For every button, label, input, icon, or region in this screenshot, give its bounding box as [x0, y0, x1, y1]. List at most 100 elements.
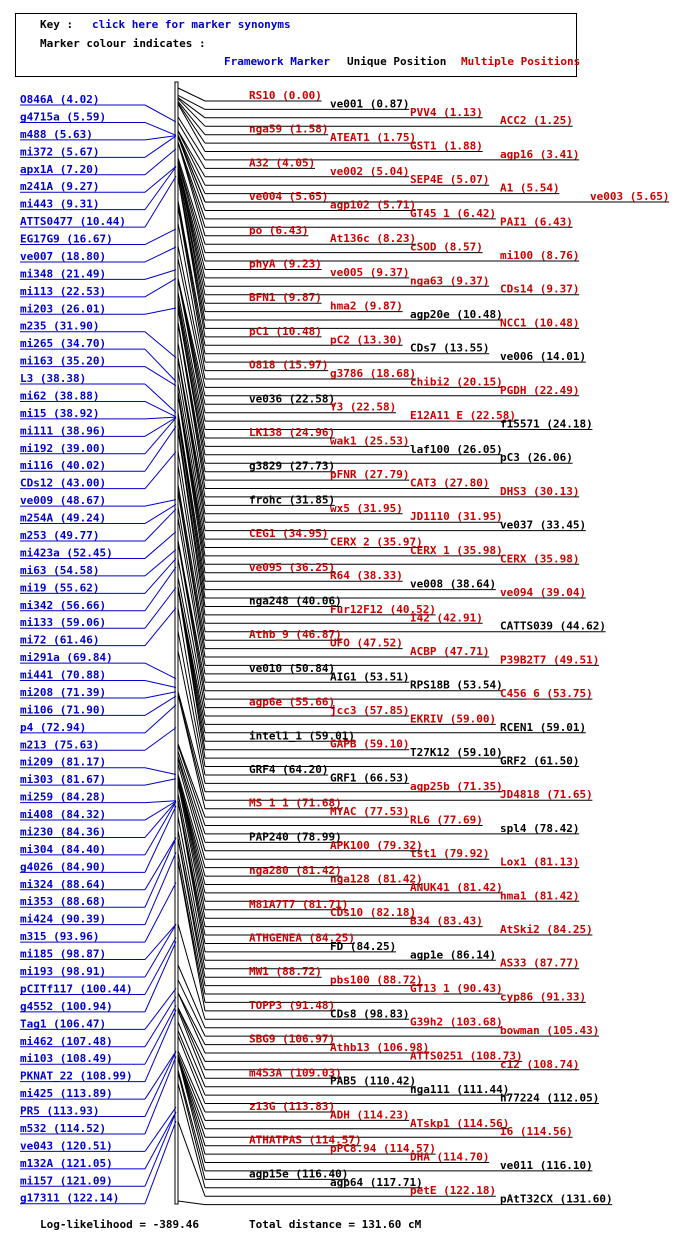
marker-connector [177, 130, 206, 186]
marker-connector [177, 776, 206, 902]
framework-marker-label: PR5 (113.93) [20, 1105, 99, 1118]
framework-marker-connector [144, 566, 177, 612]
framework-marker-label: ATTS0477 (10.44) [20, 215, 126, 228]
marker-connector [177, 558, 206, 708]
framework-marker-connector [144, 1106, 177, 1152]
framework-marker-connector [144, 426, 177, 472]
framework-marker-connector [144, 417, 177, 437]
marker-synonyms-link[interactable]: click here for marker synonyms [92, 18, 291, 31]
framework-marker-label: mi353 (88.68) [20, 895, 106, 908]
marker-label: ve036 (22.58) [249, 392, 335, 405]
marker-label: RPS18B (53.54) [410, 679, 503, 692]
marker-label: pC2 (13.30) [330, 333, 403, 346]
marker-connector [177, 1053, 206, 1121]
framework-marker-label: CDs12 (43.00) [20, 477, 106, 490]
marker-connector [177, 202, 206, 354]
marker-connector [177, 744, 206, 826]
framework-marker-connector [144, 135, 177, 158]
marker-connector [177, 383, 206, 540]
framework-marker-connector [144, 504, 177, 524]
marker-connector [177, 258, 206, 388]
marker-connector [177, 394, 206, 573]
framework-marker-label: mi324 (88.64) [20, 878, 106, 891]
marker-label: O818 (15.97) [249, 359, 328, 372]
marker-connector [177, 793, 206, 927]
marker-label: h77224 (112.05) [500, 1092, 599, 1105]
marker-connector [177, 608, 206, 767]
framework-marker-label: mi408 (84.32) [20, 808, 106, 821]
marker-label: nga59 (1.58) [249, 123, 328, 136]
marker-label: UFO (47.52) [330, 637, 403, 650]
marker-connector [177, 161, 206, 262]
marker-connector [177, 342, 206, 497]
marker-label: GAPB (59.10) [330, 738, 409, 751]
framework-marker-label: p4 (72.94) [20, 721, 86, 734]
marker-label: bowman (105.43) [500, 1024, 599, 1037]
marker-connector [177, 542, 206, 700]
marker-connector [177, 414, 206, 590]
framework-marker-label: m532 (114.52) [20, 1122, 106, 1135]
chromosome-bar [174, 81, 179, 1205]
framework-marker-connector [144, 451, 177, 490]
marker-label: A32 (4.05) [249, 156, 315, 169]
marker-connector [177, 176, 206, 337]
marker-label: frohc (31.85) [249, 493, 335, 506]
framework-marker-connector [144, 176, 177, 228]
marker-connector [177, 816, 206, 961]
marker-connector [177, 1056, 206, 1155]
marker-label: E12A11_E (22.58) [410, 409, 516, 422]
marker-connector [177, 97, 206, 119]
marker-label: nga128 (81.42) [330, 873, 423, 886]
framework-marker-connector [144, 135, 177, 141]
marker-label: ve094 (39.04) [500, 586, 586, 599]
framework-marker-connector [144, 837, 177, 908]
framework-marker-label: mi423a (52.45) [20, 546, 113, 559]
marker-connector [177, 130, 206, 178]
framework-marker-connector [144, 558, 177, 594]
marker-connector [177, 491, 206, 658]
marker-label: pC3 (26.06) [500, 451, 573, 464]
key-box: Key : click here for marker synonyms Mar… [15, 13, 580, 77]
framework-marker-label: mi157 (121.09) [20, 1174, 113, 1187]
framework-marker-label: ve007 (18.80) [20, 250, 106, 263]
framework-marker-label: mi425 (113.89) [20, 1087, 113, 1100]
framework-marker-label: mi111 (38.96) [20, 424, 106, 437]
marker-label: ve004 (5.65) [249, 190, 328, 203]
marker-connector [177, 412, 206, 582]
marker-connector [177, 450, 206, 624]
marker-label: agp15e (116.40) [249, 1167, 348, 1180]
marker-connector [177, 1069, 206, 1172]
marker-label: RCEN1 (59.01) [500, 721, 586, 734]
marker-connector [177, 1035, 206, 1104]
marker-label: R64 (38.33) [330, 569, 403, 582]
marker-connector [177, 136, 206, 211]
marker-connector [177, 292, 206, 430]
marker-connector [177, 691, 206, 792]
marker-connector [177, 323, 206, 489]
marker-connector [177, 782, 206, 919]
marker-label: agp102 (5.71) [330, 199, 416, 212]
marker-label: B34 (83.43) [410, 915, 483, 928]
marker-label: PGDH (22.49) [500, 384, 579, 397]
marker-connector [177, 167, 206, 295]
framework-marker-label: mi230 (84.36) [20, 825, 106, 838]
marker-label: GRF2 (61.50) [500, 755, 579, 768]
legend-unique: Unique Position [347, 55, 447, 68]
framework-marker-connector [144, 417, 177, 455]
marker-label: ADH (114.23) [330, 1108, 409, 1121]
framework-marker-connector [144, 662, 177, 680]
marker-label: PVV4 (1.13) [410, 106, 483, 119]
framework-marker-connector [144, 148, 177, 176]
marker-label: Fur12F12 (40.52) [330, 603, 436, 616]
marker-connector [177, 116, 206, 161]
framework-marker-label: mi103 (108.49) [20, 1052, 113, 1065]
marker-connector [177, 774, 206, 868]
marker-connector [177, 303, 206, 447]
framework-marker-connector [144, 691, 177, 699]
marker-label: ATHGENEA (84.25) [249, 932, 355, 945]
marker-label: GRF1 (66.53) [330, 771, 409, 784]
framework-marker-label: mi192 (39.00) [20, 442, 106, 455]
marker-connector [177, 694, 206, 809]
framework-marker-connector [144, 923, 177, 960]
marker-label: pbs100 (88.72) [330, 974, 423, 987]
